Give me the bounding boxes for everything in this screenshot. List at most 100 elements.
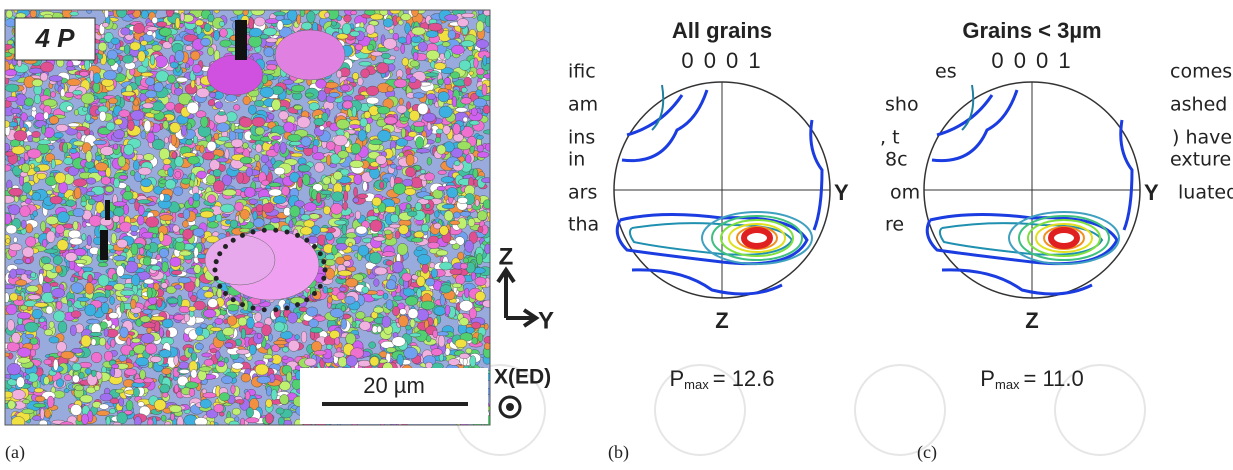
grain — [459, 211, 471, 217]
grain — [64, 374, 72, 381]
grain — [131, 337, 141, 344]
grain — [5, 10, 13, 19]
grain — [244, 186, 256, 198]
grain — [457, 18, 469, 27]
grain — [133, 387, 140, 398]
grain — [290, 152, 304, 158]
grain — [261, 179, 270, 186]
grain — [98, 337, 106, 347]
grain — [26, 285, 39, 293]
grain — [455, 274, 466, 285]
grain — [350, 10, 358, 16]
grain — [260, 34, 269, 40]
grain — [458, 59, 471, 71]
grain — [221, 375, 233, 385]
grain — [196, 253, 207, 259]
grain — [193, 264, 202, 274]
grain — [81, 413, 89, 425]
grain — [471, 321, 481, 329]
grain — [13, 259, 24, 265]
grain — [393, 182, 407, 195]
grain — [221, 174, 233, 186]
grain — [186, 122, 192, 131]
grain — [119, 326, 129, 339]
text-fragment: exture — [1170, 149, 1231, 171]
grain — [7, 363, 21, 376]
grain — [78, 371, 85, 380]
grain — [159, 214, 174, 221]
grain — [453, 211, 461, 219]
grain — [48, 115, 59, 125]
grain — [177, 375, 189, 387]
grain — [370, 51, 383, 57]
grain — [405, 166, 416, 178]
grain — [184, 381, 199, 389]
grain — [240, 417, 245, 425]
grain — [433, 62, 447, 70]
grain — [326, 154, 332, 166]
grain — [471, 107, 478, 117]
grain — [337, 356, 348, 368]
grain — [141, 72, 154, 77]
grain — [115, 388, 125, 394]
grain — [70, 276, 76, 283]
grain — [206, 235, 220, 244]
grain — [196, 170, 207, 179]
grain — [434, 210, 440, 218]
grain — [476, 135, 484, 140]
grain — [38, 272, 44, 286]
grain — [63, 388, 70, 393]
grain — [301, 21, 313, 31]
grain — [113, 177, 120, 189]
grain — [98, 42, 108, 52]
grain — [120, 27, 131, 36]
grain — [225, 111, 238, 123]
text-fragment: ins — [568, 127, 595, 149]
grain — [209, 348, 218, 354]
grain — [195, 25, 202, 35]
grain — [21, 219, 27, 229]
grain — [443, 77, 452, 86]
grain — [176, 416, 184, 425]
grain — [39, 72, 49, 82]
grain — [457, 141, 472, 151]
grain — [359, 117, 368, 128]
grain — [198, 366, 213, 372]
grain — [389, 175, 395, 189]
grain — [484, 15, 490, 28]
grain — [76, 131, 82, 140]
grain — [272, 195, 287, 205]
grain — [364, 123, 372, 133]
grain — [234, 201, 244, 212]
grain — [46, 230, 56, 243]
grain — [144, 244, 151, 251]
grain — [146, 30, 154, 36]
grain — [11, 332, 21, 344]
grain — [87, 198, 96, 206]
grain — [409, 110, 420, 122]
grain — [32, 210, 38, 217]
grain — [207, 194, 216, 204]
grain — [217, 111, 226, 116]
grain — [69, 148, 78, 154]
grain — [220, 203, 235, 213]
grain — [333, 351, 345, 358]
grain — [117, 65, 122, 73]
grain — [90, 338, 97, 346]
grain — [381, 251, 396, 257]
grain — [57, 211, 70, 224]
grain — [202, 151, 215, 161]
grain — [141, 10, 149, 19]
grain — [386, 279, 397, 290]
grain — [96, 410, 110, 417]
grain — [162, 158, 172, 165]
grain — [226, 47, 237, 52]
grain — [161, 367, 172, 375]
grain — [185, 45, 193, 51]
grain — [396, 104, 407, 114]
grain — [228, 420, 240, 425]
grain — [474, 199, 480, 207]
grain — [231, 407, 241, 416]
grain — [235, 399, 245, 404]
grain — [20, 112, 28, 122]
